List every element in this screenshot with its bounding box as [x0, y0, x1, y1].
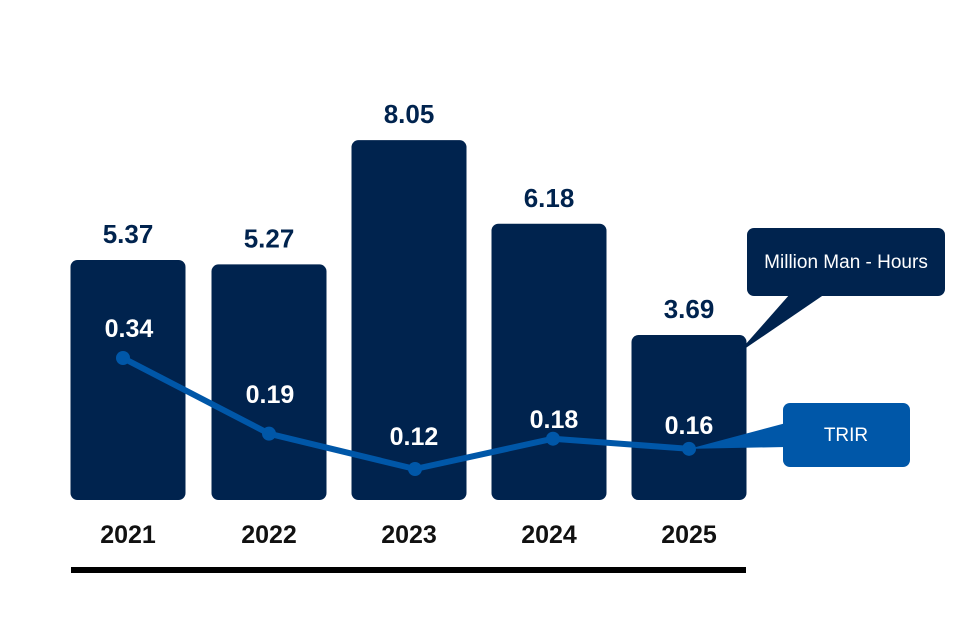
year-label-2023: 2023 [381, 521, 437, 549]
trir-value-label-2022: 0.19 [246, 381, 295, 409]
bar-2021 [70, 259, 186, 500]
manhours-callout-pointer [737, 294, 825, 354]
trir-callout-pointer [689, 423, 786, 449]
year-label-2021: 2021 [100, 521, 156, 549]
trir-point-2023 [408, 462, 422, 476]
bar-value-label-2024: 6.18 [524, 183, 575, 213]
trir-points-group [116, 351, 696, 476]
bar-labels-group: 5.37 5.27 8.05 6.18 3.69 [103, 99, 715, 324]
trir-value-label-2024: 0.18 [530, 406, 579, 434]
trir-value-label-2021: 0.34 [105, 315, 154, 343]
manhours-callout-box [747, 228, 945, 296]
bar-2024 [491, 223, 607, 500]
trir-point-2025 [682, 441, 696, 456]
trir-callout-box [783, 403, 910, 467]
bar-value-label-2025: 3.69 [664, 294, 715, 324]
manhours-callout: Million Man - Hours [737, 228, 945, 354]
trir-labels-group: 0.34 0.19 0.12 0.18 0.16 [105, 315, 714, 451]
manhours-callout-label: Million Man - Hours [764, 252, 928, 273]
trir-callout: TRIR [689, 403, 910, 467]
bar-2023 [351, 140, 467, 501]
bar-2025 [631, 335, 747, 500]
year-label-2025: 2025 [661, 521, 717, 549]
bar-value-label-2021: 5.37 [103, 219, 154, 249]
x-tick-labels: 2021 2022 2023 2024 2025 [100, 521, 717, 549]
trir-point-2022 [262, 426, 276, 441]
trir-point-2024 [546, 431, 560, 446]
trir-callout-label: TRIR [824, 425, 868, 446]
bar-value-label-2022: 5.27 [244, 223, 295, 253]
trir-value-label-2023: 0.12 [390, 423, 439, 451]
trir-value-label-2025: 0.16 [665, 412, 714, 440]
bar-value-label-2023: 8.05 [384, 99, 435, 129]
trir-point-2021 [116, 351, 130, 365]
year-label-2024: 2024 [521, 521, 577, 549]
year-label-2022: 2022 [241, 521, 297, 549]
